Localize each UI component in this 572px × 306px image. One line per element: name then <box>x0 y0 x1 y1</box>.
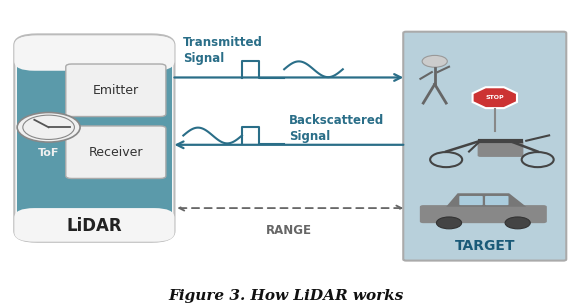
Text: RANGE: RANGE <box>266 225 312 237</box>
Text: Receiver: Receiver <box>89 146 143 159</box>
Text: TARGET: TARGET <box>455 239 515 253</box>
FancyBboxPatch shape <box>485 196 509 205</box>
FancyBboxPatch shape <box>459 196 483 205</box>
FancyBboxPatch shape <box>14 208 174 242</box>
FancyBboxPatch shape <box>66 126 166 178</box>
Text: LiDAR: LiDAR <box>66 217 122 235</box>
FancyBboxPatch shape <box>478 141 523 157</box>
Circle shape <box>436 217 462 229</box>
Circle shape <box>17 113 80 142</box>
Circle shape <box>505 217 530 229</box>
Text: Transmitted
Signal: Transmitted Signal <box>184 36 263 65</box>
Polygon shape <box>446 193 526 207</box>
FancyBboxPatch shape <box>403 32 566 261</box>
Text: Emitter: Emitter <box>93 84 139 97</box>
FancyBboxPatch shape <box>66 64 166 117</box>
Text: ToF: ToF <box>38 148 59 158</box>
Text: Backscattered
Signal: Backscattered Signal <box>289 114 384 143</box>
FancyBboxPatch shape <box>420 205 547 223</box>
FancyBboxPatch shape <box>14 34 174 242</box>
FancyBboxPatch shape <box>17 57 172 214</box>
Circle shape <box>422 55 447 67</box>
Text: STOP: STOP <box>486 95 504 100</box>
Text: Figure 3. How LiDAR works: Figure 3. How LiDAR works <box>168 289 404 303</box>
FancyBboxPatch shape <box>14 36 174 71</box>
Polygon shape <box>472 87 517 108</box>
